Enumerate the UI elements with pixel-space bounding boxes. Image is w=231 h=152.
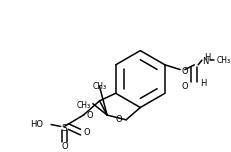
Text: O: O [61, 142, 68, 151]
Text: HO: HO [31, 120, 44, 129]
Text: CH₃: CH₃ [92, 82, 106, 91]
Text: O: O [84, 128, 91, 137]
Text: N: N [203, 57, 209, 66]
Text: S: S [62, 124, 67, 133]
Text: O: O [116, 115, 122, 124]
Text: O: O [86, 111, 93, 120]
Text: CH₃: CH₃ [77, 101, 91, 110]
Text: H: H [204, 52, 211, 62]
Text: H: H [200, 79, 207, 88]
Text: O: O [181, 82, 188, 91]
Text: O: O [181, 67, 188, 76]
Text: CH₃: CH₃ [217, 56, 231, 65]
